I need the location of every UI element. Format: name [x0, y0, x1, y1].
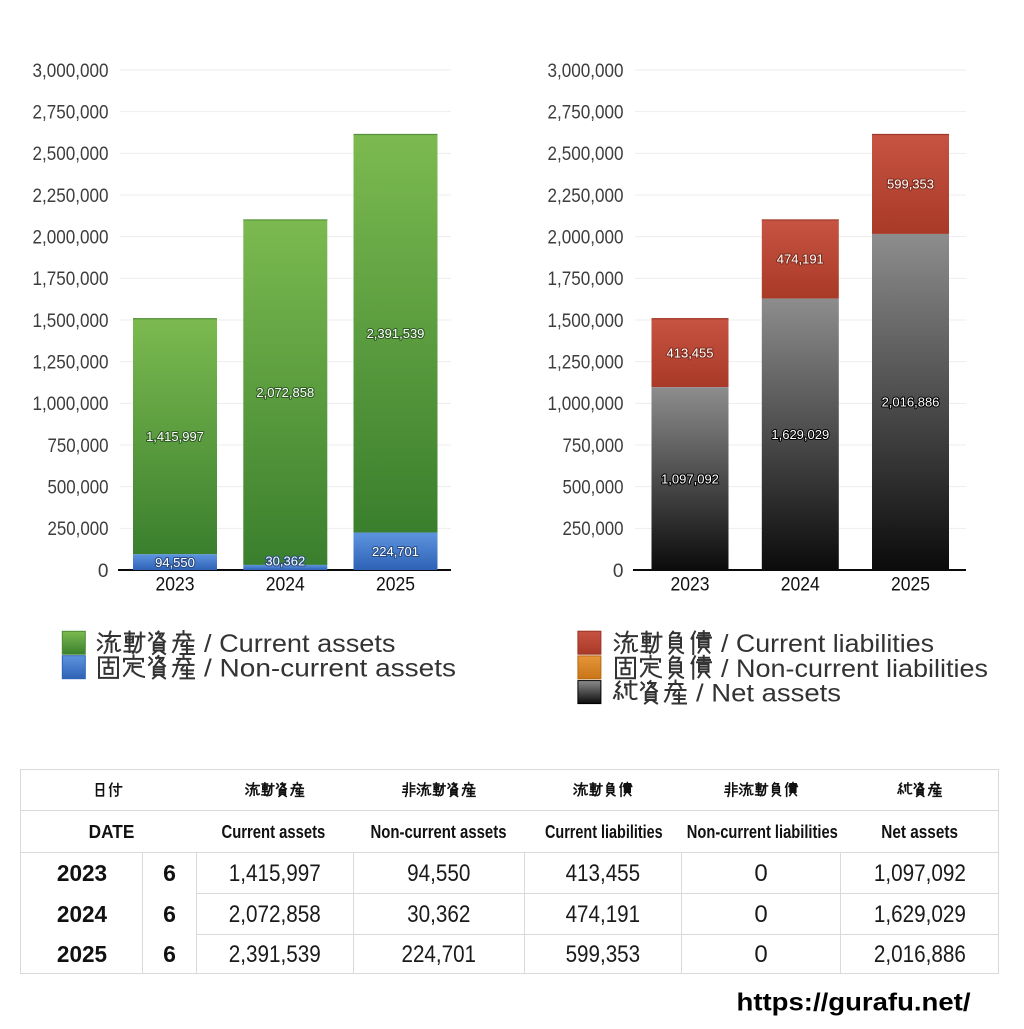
svg-text:413,455: 413,455: [566, 860, 641, 887]
svg-text:500,000: 500,000: [48, 477, 109, 498]
svg-text:3,000,000: 3,000,000: [33, 61, 109, 82]
svg-text:DATE: DATE: [89, 822, 135, 842]
svg-text:Current liabilities: Current liabilities: [545, 822, 663, 842]
svg-text:2,500,000: 2,500,000: [548, 144, 624, 165]
svg-text:https://gurafu.net/: https://gurafu.net/: [737, 988, 971, 1016]
svg-text:Non-current liabilities: Non-current liabilities: [687, 822, 838, 842]
svg-text:Current assets: Current assets: [222, 822, 326, 842]
svg-text:474,191: 474,191: [566, 901, 641, 928]
svg-text:2,016,886: 2,016,886: [882, 395, 940, 410]
svg-text:0: 0: [98, 561, 109, 582]
svg-text:/ Non-current liabilities: / Non-current liabilities: [721, 655, 988, 683]
svg-text:1,250,000: 1,250,000: [548, 352, 624, 373]
svg-text:6: 6: [163, 860, 176, 886]
svg-text:1,629,029: 1,629,029: [771, 427, 829, 442]
svg-text:1,415,997: 1,415,997: [229, 860, 321, 887]
svg-text:0: 0: [754, 860, 767, 887]
svg-text:2,391,539: 2,391,539: [367, 326, 425, 341]
svg-text:2023: 2023: [57, 860, 107, 886]
svg-text:2025: 2025: [891, 575, 930, 596]
svg-text:599,353: 599,353: [566, 941, 641, 968]
svg-text:1,097,092: 1,097,092: [874, 860, 966, 887]
svg-text:250,000: 250,000: [48, 519, 109, 540]
svg-text:1,750,000: 1,750,000: [33, 269, 109, 290]
svg-text:Net assets: Net assets: [881, 822, 958, 842]
svg-text:30,362: 30,362: [265, 554, 305, 569]
svg-text:2,750,000: 2,750,000: [33, 102, 109, 123]
svg-text:0: 0: [754, 901, 767, 928]
svg-text:2,391,539: 2,391,539: [229, 941, 321, 968]
svg-text:2023: 2023: [671, 575, 710, 596]
svg-text:750,000: 750,000: [48, 436, 109, 457]
svg-text:1,500,000: 1,500,000: [548, 311, 624, 332]
svg-text:1,000,000: 1,000,000: [548, 394, 624, 415]
svg-text:/ Current assets: / Current assets: [204, 630, 396, 658]
svg-text:250,000: 250,000: [563, 519, 624, 540]
svg-text:500,000: 500,000: [563, 477, 624, 498]
svg-text:2024: 2024: [57, 901, 107, 927]
svg-text:2025: 2025: [376, 575, 415, 596]
svg-text:6: 6: [163, 941, 176, 967]
svg-text:2024: 2024: [781, 575, 820, 596]
svg-text:1,629,029: 1,629,029: [874, 901, 966, 928]
svg-text:2,250,000: 2,250,000: [548, 186, 624, 207]
svg-text:3,000,000: 3,000,000: [548, 61, 624, 82]
svg-text:30,362: 30,362: [407, 901, 470, 928]
svg-text:599,353: 599,353: [887, 177, 934, 192]
svg-text:1,097,092: 1,097,092: [661, 471, 719, 486]
svg-text:2,500,000: 2,500,000: [33, 144, 109, 165]
svg-text:2024: 2024: [266, 575, 305, 596]
svg-text:6: 6: [163, 901, 176, 927]
svg-text:750,000: 750,000: [563, 436, 624, 457]
svg-text:/ Current liabilities: / Current liabilities: [721, 630, 934, 658]
svg-text:2,250,000: 2,250,000: [33, 186, 109, 207]
svg-text:474,191: 474,191: [777, 252, 824, 267]
svg-text:2,072,858: 2,072,858: [256, 385, 314, 400]
svg-text:1,250,000: 1,250,000: [33, 352, 109, 373]
svg-text:1,415,997: 1,415,997: [146, 429, 204, 444]
svg-text:2,750,000: 2,750,000: [548, 102, 624, 123]
svg-text:/ Net assets: / Net assets: [696, 680, 841, 708]
svg-text:94,550: 94,550: [155, 555, 195, 570]
svg-text:2,000,000: 2,000,000: [548, 227, 624, 248]
svg-text:Non-current assets: Non-current assets: [371, 822, 507, 842]
svg-text:1,750,000: 1,750,000: [548, 269, 624, 290]
svg-text:413,455: 413,455: [667, 345, 714, 360]
svg-text:2025: 2025: [57, 941, 107, 967]
svg-text:1,000,000: 1,000,000: [33, 394, 109, 415]
svg-text:/ Non-current assets: / Non-current assets: [204, 654, 456, 682]
svg-text:224,701: 224,701: [372, 544, 419, 559]
svg-text:94,550: 94,550: [407, 860, 470, 887]
svg-text:1,500,000: 1,500,000: [33, 311, 109, 332]
svg-text:0: 0: [754, 941, 767, 968]
svg-text:2,000,000: 2,000,000: [33, 227, 109, 248]
svg-text:2,072,858: 2,072,858: [229, 901, 321, 928]
svg-text:2,016,886: 2,016,886: [874, 941, 966, 968]
svg-text:224,701: 224,701: [402, 941, 477, 968]
svg-text:2023: 2023: [156, 575, 195, 596]
svg-text:0: 0: [613, 561, 624, 582]
